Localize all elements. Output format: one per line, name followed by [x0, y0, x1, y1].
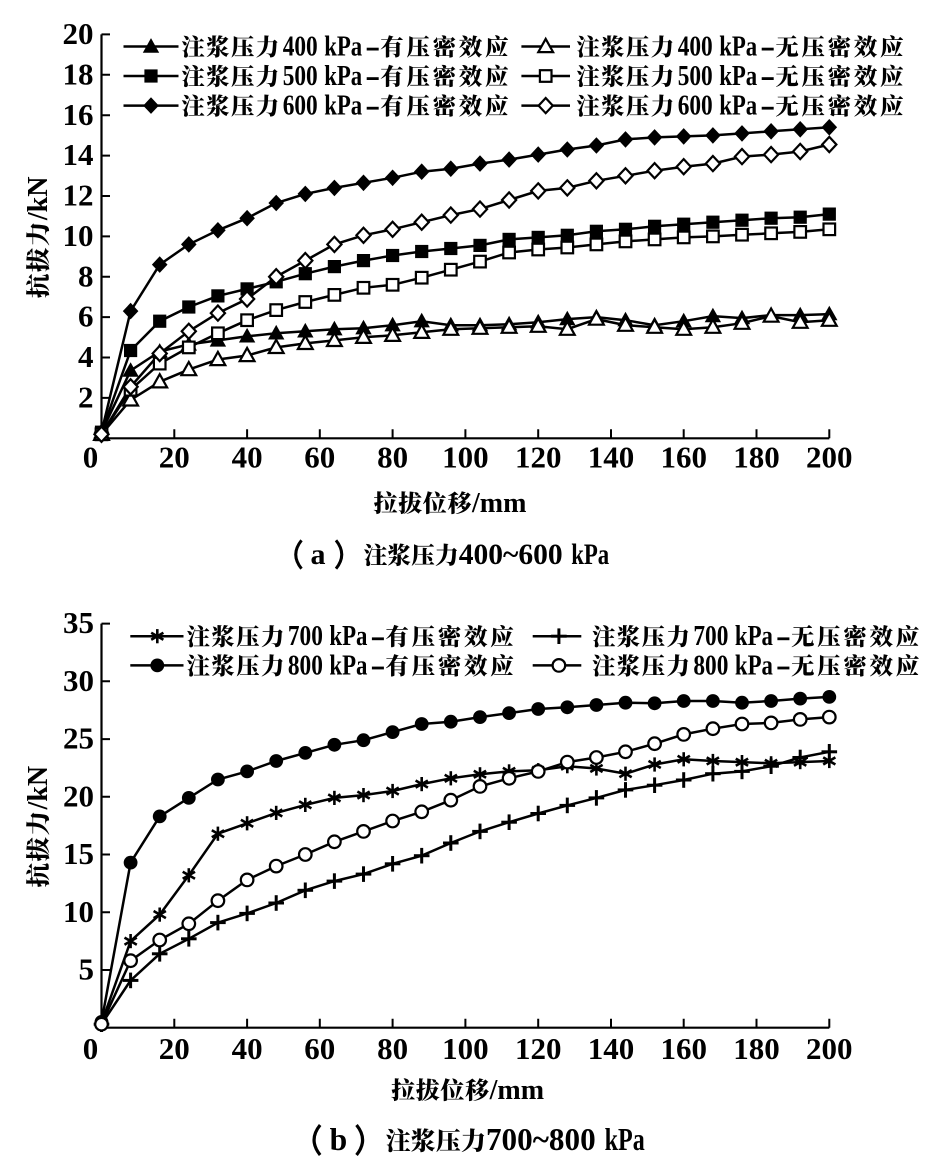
svg-text:35: 35: [63, 605, 94, 640]
svg-text:400: 400: [678, 31, 713, 62]
svg-text:14: 14: [63, 137, 94, 172]
svg-text:kPa: kPa: [719, 31, 757, 62]
svg-text:10: 10: [63, 218, 94, 253]
svg-text:kPa: kPa: [324, 31, 362, 62]
svg-text:0: 0: [83, 440, 99, 475]
svg-text:2: 2: [78, 380, 94, 415]
svg-text:700: 700: [288, 621, 323, 652]
svg-text:kPa: kPa: [735, 621, 773, 652]
svg-text:16: 16: [63, 97, 94, 132]
svg-text:80: 80: [377, 440, 408, 475]
svg-text:800: 800: [288, 650, 323, 681]
svg-text:120: 120: [515, 440, 562, 475]
svg-text:140: 140: [588, 1031, 635, 1066]
svg-text:500: 500: [678, 61, 713, 92]
svg-text:20: 20: [63, 778, 94, 813]
svg-text:400~600: 400~600: [459, 538, 563, 571]
svg-text:40: 40: [232, 440, 263, 475]
svg-text:kPa: kPa: [735, 650, 773, 681]
svg-text:180: 180: [733, 1031, 780, 1066]
svg-text:b: b: [330, 1122, 348, 1157]
svg-text:8: 8: [78, 258, 94, 293]
svg-text:100: 100: [442, 440, 489, 475]
svg-text:kPa: kPa: [719, 61, 757, 92]
svg-text:kPa: kPa: [571, 538, 609, 571]
svg-text:20: 20: [159, 440, 190, 475]
svg-text:30: 30: [63, 663, 94, 698]
svg-text:10: 10: [63, 894, 94, 929]
svg-text:kPa: kPa: [719, 91, 757, 122]
svg-text:160: 160: [660, 440, 707, 475]
svg-text:4: 4: [78, 339, 94, 374]
svg-text:5: 5: [79, 952, 95, 987]
svg-text:700: 700: [693, 621, 728, 652]
svg-text:15: 15: [63, 836, 94, 871]
svg-text:140: 140: [588, 440, 635, 475]
svg-text:60: 60: [304, 1031, 335, 1066]
svg-text:200: 200: [806, 440, 853, 475]
svg-text:400: 400: [283, 31, 318, 62]
svg-text:40: 40: [232, 1031, 263, 1066]
svg-text:/mm: /mm: [471, 488, 526, 519]
svg-text:18: 18: [63, 56, 94, 91]
svg-text:kPa: kPa: [324, 61, 362, 92]
svg-text:/kN: /kN: [23, 177, 54, 222]
svg-text:800: 800: [693, 650, 728, 681]
svg-text:600: 600: [678, 91, 713, 122]
svg-text:60: 60: [304, 440, 335, 475]
svg-text:kPa: kPa: [605, 1122, 645, 1157]
svg-text:kPa: kPa: [329, 650, 367, 681]
svg-text:160: 160: [660, 1031, 707, 1066]
svg-text:12: 12: [63, 178, 94, 213]
svg-text:25: 25: [63, 721, 94, 756]
svg-text:180: 180: [733, 440, 780, 475]
svg-text:20: 20: [159, 1031, 190, 1066]
svg-text:500: 500: [283, 61, 318, 92]
svg-text:/kN: /kN: [23, 766, 54, 811]
svg-text:20: 20: [63, 16, 94, 51]
svg-text:700~800: 700~800: [486, 1122, 596, 1157]
svg-text:100: 100: [442, 1031, 489, 1066]
svg-text:kPa: kPa: [329, 621, 367, 652]
svg-text:/mm: /mm: [489, 1075, 544, 1106]
svg-text:200: 200: [806, 1031, 853, 1066]
svg-text:120: 120: [515, 1031, 562, 1066]
svg-text:a: a: [311, 538, 326, 571]
svg-text:kPa: kPa: [324, 91, 362, 122]
svg-text:600: 600: [283, 91, 318, 122]
svg-text:0: 0: [83, 1031, 99, 1066]
svg-text:6: 6: [78, 299, 94, 334]
svg-text:80: 80: [377, 1031, 408, 1066]
